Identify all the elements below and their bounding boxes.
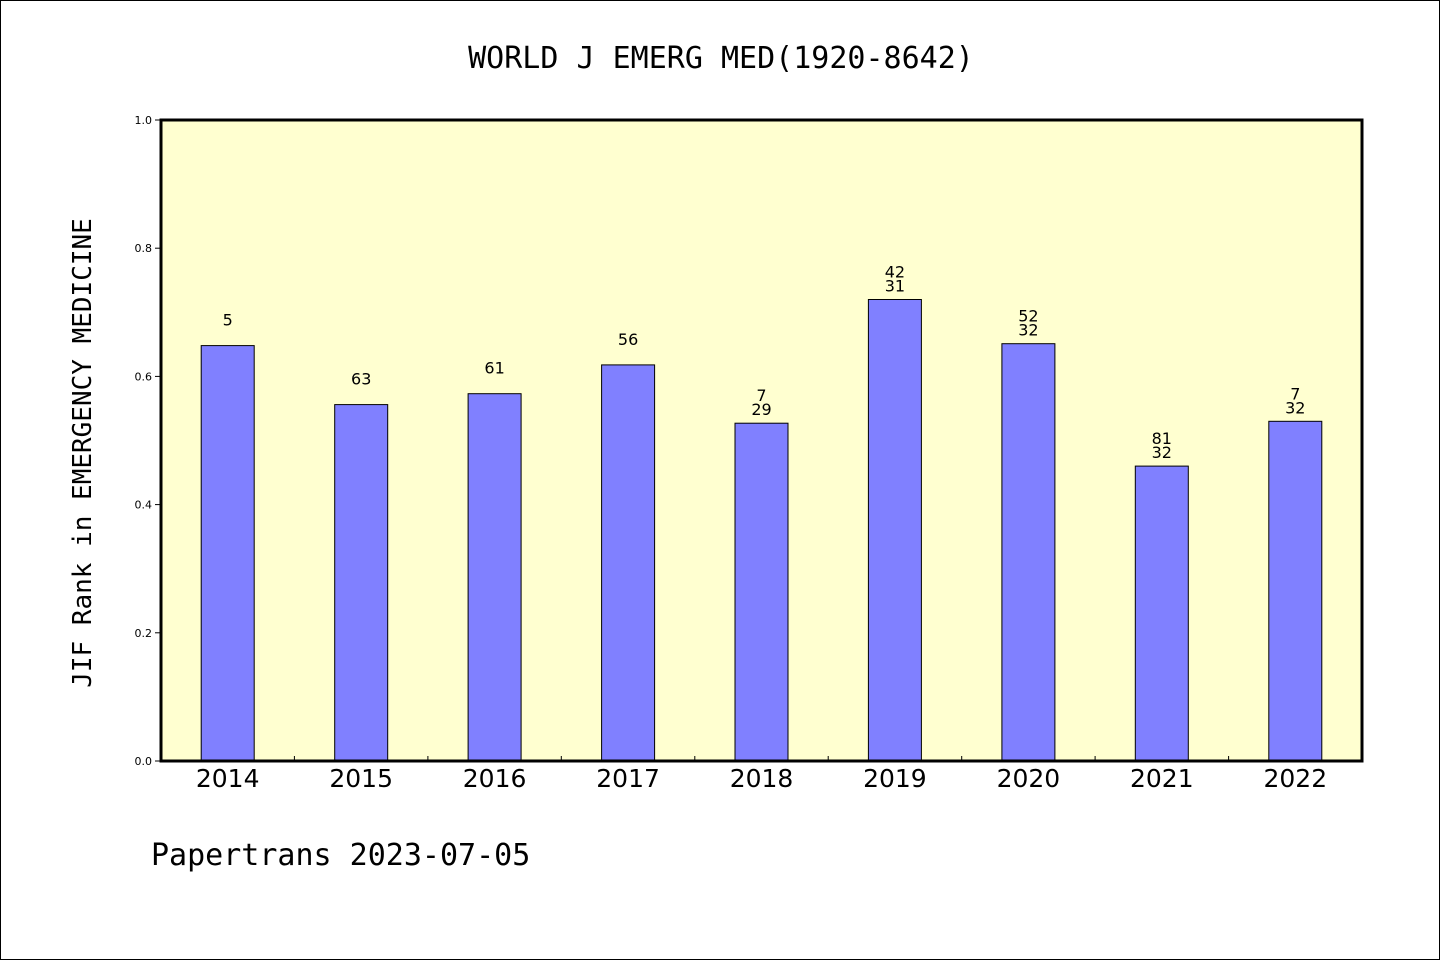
- bar-label-2019-1: 31: [885, 277, 905, 296]
- x-tick-label-2016: 2016: [463, 764, 527, 793]
- y-tick-label-5: 1.0: [135, 114, 153, 127]
- bars-group: [200, 299, 1323, 762]
- chart-title: WORLD J EMERG MED(1920-8642): [468, 41, 974, 76]
- x-axis-ticks: 2014 2015 2016 2017 2018 2019 2020 2021 2022: [196, 756, 1327, 793]
- bar-label-2018-0: 7: [756, 386, 766, 405]
- y-axis-ticks: 0.0 0.2 0.4 0.6 0.8 1.0: [135, 114, 161, 768]
- bar-2018: [734, 422, 789, 762]
- bar-2020: [1001, 343, 1056, 762]
- bar-label-2021-0: 81: [1152, 429, 1172, 448]
- bar-2015: [334, 404, 389, 762]
- x-tick-label-2020: 2020: [997, 764, 1061, 793]
- x-tick-label-2021: 2021: [1130, 764, 1194, 793]
- bar-label-2021-1: 32: [1152, 443, 1172, 462]
- x-tick-label-2015: 2015: [329, 764, 393, 793]
- bar-label-2019-0: 42: [885, 263, 905, 282]
- bar-2014: [200, 345, 255, 762]
- footer-text: Papertrans 2023-07-05: [151, 838, 530, 873]
- bar-label-2020-0: 52: [1018, 307, 1038, 326]
- y-tick-label-4: 0.8: [135, 242, 153, 255]
- bar-2022: [1268, 420, 1323, 762]
- bar-label-2020-1: 32: [1018, 321, 1038, 340]
- plot-border: [159, 118, 1364, 763]
- x-tick-label-2017: 2017: [596, 764, 660, 793]
- bar-label-2022-0: 7: [1290, 384, 1300, 403]
- x-tick-label-2019: 2019: [863, 764, 927, 793]
- y-tick-label-2: 0.4: [135, 499, 153, 512]
- x-tick-label-2022: 2022: [1263, 764, 1327, 793]
- y-tick-label-3: 0.6: [135, 370, 153, 383]
- bar-label-2017-0: 56: [618, 330, 638, 349]
- y-tick-label-0: 0.0: [135, 755, 153, 768]
- bar-2019: [867, 299, 922, 762]
- bar-2017: [601, 364, 656, 762]
- bar-2021: [1134, 465, 1189, 762]
- y-tick-label-1: 0.2: [135, 627, 153, 640]
- bar-label-2018-1: 29: [751, 400, 771, 419]
- y-axis-label: JIF Rank in EMERGENCY MEDICINE: [68, 218, 98, 688]
- bar-label-2016-0: 61: [484, 359, 504, 378]
- bar-label-2022-1: 32: [1285, 398, 1305, 417]
- bar-2016: [467, 393, 522, 762]
- bar-label-2015-0: 63: [351, 370, 371, 389]
- x-tick-label-2018: 2018: [730, 764, 794, 793]
- x-tick-label-2014: 2014: [196, 764, 260, 793]
- bar-label-2014-0: 5: [223, 311, 233, 330]
